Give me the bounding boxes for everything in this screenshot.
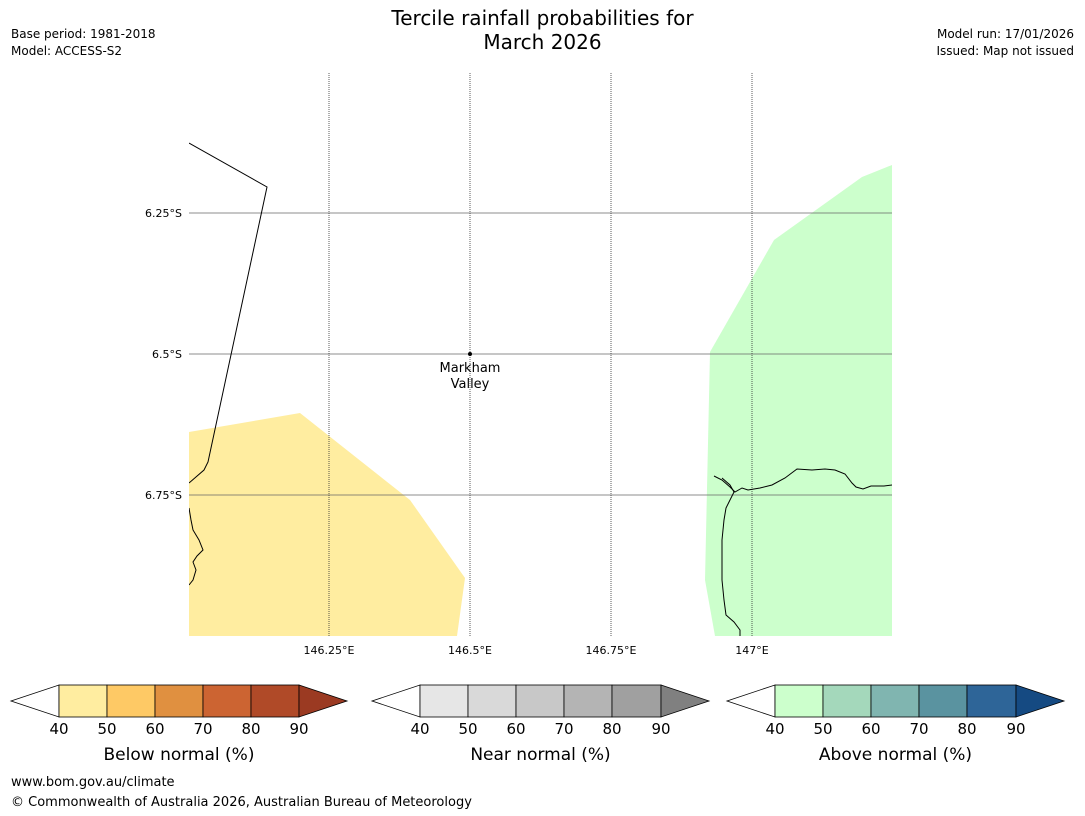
coastline-east [713, 468, 892, 493]
colorbar-segment [515, 684, 565, 718]
title-line-1: Tercile rainfall probabilities for [391, 6, 694, 30]
colorbar-extend-low [725, 684, 776, 718]
colorbar-label-below: Below normal (%) [103, 745, 255, 765]
colorbar-tick: 60 [506, 720, 526, 738]
colorbar-segment [467, 684, 517, 718]
lat-label: 6.75°S [145, 489, 182, 502]
colorbar-tick: 40 [49, 720, 69, 738]
meta-left: Base period: 1981-2018 Model: ACCESS-S2 [11, 26, 156, 60]
place-marker [468, 352, 472, 356]
colorbar-segment [106, 684, 156, 718]
colorbar-extend-high [298, 684, 349, 718]
colorbar-extend-high [1015, 684, 1066, 718]
colorbar-segment [611, 684, 662, 718]
model-run: Model run: 17/01/2026 [936, 27, 1074, 41]
colorbar-tick: 40 [410, 720, 430, 738]
colorbar-near [370, 684, 711, 718]
map-area [189, 73, 892, 636]
lon-label: 146.25°E [304, 644, 355, 657]
colorbar-extend-low [370, 684, 421, 718]
colorbar-tick: 50 [97, 720, 117, 738]
above-normal-region [705, 165, 892, 636]
colorbar-tick: 80 [241, 720, 261, 738]
colorbar-tick: 50 [813, 720, 833, 738]
title-line-2: March 2026 [483, 30, 602, 54]
colorbar-above [725, 684, 1066, 718]
colorbar-segment [202, 684, 252, 718]
colorbar-tick: 90 [289, 720, 309, 738]
boundary-line [189, 142, 268, 484]
colorbar-tick: 60 [145, 720, 165, 738]
base-period: Base period: 1981-2018 [11, 27, 156, 41]
river-line [721, 477, 741, 636]
lon-label: 146.5°E [448, 644, 492, 657]
colorbar-tick: 90 [1006, 720, 1026, 738]
colorbar-segment [822, 684, 872, 718]
place-name-line-2: Valley [451, 377, 490, 392]
colorbar-tick: 70 [193, 720, 213, 738]
colorbar-segment [58, 684, 108, 718]
meta-right: Model run: 17/01/2026 Issued: Map not is… [936, 26, 1074, 60]
colorbar-tick: 50 [458, 720, 478, 738]
place-name-line-1: Markham [440, 361, 501, 376]
colorbar-tick: 80 [602, 720, 622, 738]
colorbar-segment [563, 684, 613, 718]
footer-copyright: © Commonwealth of Australia 2026, Austra… [11, 795, 472, 810]
colorbar-tick: 70 [909, 720, 929, 738]
colorbar-tick: 70 [554, 720, 574, 738]
colorbar-below [9, 684, 349, 718]
lat-label: 6.25°S [145, 207, 182, 220]
colorbar-segment [154, 684, 204, 718]
issued-status: Issued: Map not issued [936, 44, 1074, 58]
colorbar-segment [774, 684, 824, 718]
footer-url[interactable]: www.bom.gov.au/climate [11, 775, 175, 790]
model-name: Model: ACCESS-S2 [11, 44, 123, 58]
coastline-west [189, 507, 204, 586]
colorbar-tick: 90 [651, 720, 671, 738]
colorbar-tick: 60 [861, 720, 881, 738]
colorbar-segment [419, 684, 469, 718]
colorbar-extend-high [660, 684, 711, 718]
colorbar-label-near: Near normal (%) [470, 745, 611, 765]
colorbar-tick: 80 [957, 720, 977, 738]
colorbar-tick: 40 [765, 720, 785, 738]
lon-label: 146.75°E [586, 644, 637, 657]
colorbar-segment [250, 684, 300, 718]
colorbar-segment [918, 684, 968, 718]
colorbar-extend-low [9, 684, 60, 718]
colorbar-label-above: Above normal (%) [818, 745, 973, 765]
map-title: Tercile rainfall probabilities for March… [0, 6, 1085, 54]
lon-label: 147°E [735, 644, 768, 657]
colorbar-segment [870, 684, 920, 718]
below-normal-region [189, 413, 465, 636]
colorbar-segment [966, 684, 1017, 718]
lat-label: 6.5°S [152, 348, 182, 361]
